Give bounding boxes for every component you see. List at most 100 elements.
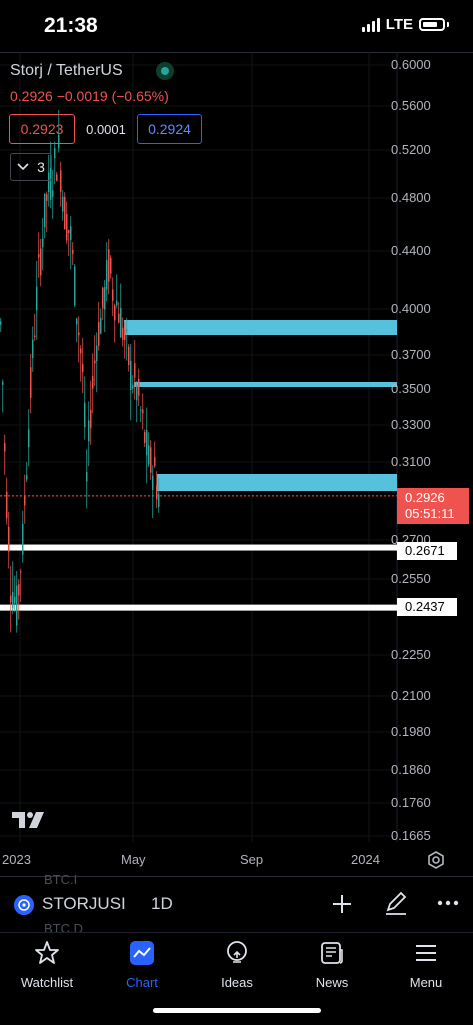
candle-body (122, 327, 124, 340)
candle-body (20, 571, 22, 573)
nav-watchlist[interactable]: Watchlist (0, 940, 94, 990)
nav-ideas[interactable]: Ideas (190, 940, 284, 990)
candle-body (150, 447, 152, 473)
candle-body (30, 367, 32, 398)
more-icon[interactable] (437, 900, 459, 906)
candle-body (52, 190, 54, 197)
candle-body (0, 321, 2, 325)
price-axis-label: 0.2250 (391, 647, 431, 662)
candle-body (126, 329, 128, 333)
gear-icon[interactable] (427, 851, 445, 869)
candle-body (16, 585, 18, 626)
candle-body (70, 226, 72, 241)
candle-body (12, 591, 14, 609)
price-axis-label: 0.2100 (391, 688, 431, 703)
lightbulb-icon (227, 941, 247, 963)
candle-body (84, 402, 86, 428)
candle-body (88, 420, 90, 442)
nav-chart[interactable]: Chart (95, 940, 189, 990)
nav-news[interactable]: News (285, 940, 379, 990)
candle-body (136, 384, 138, 401)
candle-body (128, 346, 130, 366)
symbol-title[interactable]: Storj / TetherUS (10, 62, 123, 79)
candle-body (156, 485, 158, 500)
last-price-change: 0.2926 −0.0019 (−0.65%) (10, 88, 169, 104)
price-axis-label: 0.1860 (391, 762, 431, 777)
status-indicators: LTE (361, 16, 449, 33)
battery-cap (447, 22, 449, 27)
nav-label: Chart (126, 975, 158, 990)
candle-body (118, 313, 120, 323)
price-axis-label: 0.5200 (391, 142, 431, 157)
candle-body (94, 360, 96, 364)
indicators-toggle-button[interactable]: 3 (10, 153, 52, 181)
time-axis-label: May (121, 852, 146, 867)
plus-icon[interactable] (331, 893, 353, 915)
divider (0, 52, 473, 53)
candle-body (148, 445, 150, 465)
symbol-search-button[interactable]: STORJUSI (42, 894, 126, 913)
market-open-indicator-icon (156, 62, 174, 80)
candle-body (32, 339, 34, 359)
bar-countdown: 05:51:11 (405, 506, 455, 521)
interval-button[interactable]: 1D (151, 894, 173, 913)
price-axis-label: 0.4400 (391, 243, 431, 258)
pencil-icon[interactable] (383, 890, 409, 916)
candle-body (144, 432, 146, 443)
candle-body (158, 494, 160, 507)
price-axis-label: 0.5600 (391, 98, 431, 113)
home-indicator (153, 1008, 321, 1013)
candle-body (14, 596, 16, 604)
resistance-zone (134, 382, 397, 387)
candle-body (34, 335, 36, 337)
price-axis-label: 0.3500 (391, 381, 431, 396)
candle-body (50, 168, 52, 200)
candle-body (112, 289, 114, 301)
candle-body (82, 364, 84, 373)
chevron-down-icon (17, 163, 29, 171)
price-axis-label: 0.1980 (391, 724, 431, 739)
nav-menu[interactable]: Menu (379, 940, 473, 990)
network-type: LTE (385, 16, 413, 33)
candle-body (28, 429, 30, 448)
price-axis-label: 0.3700 (391, 347, 431, 362)
support-line (0, 604, 397, 611)
candle-body (54, 148, 56, 159)
candle-body (140, 409, 142, 411)
candle-body (22, 523, 24, 555)
candle-body (86, 472, 88, 482)
candle-body (8, 526, 10, 552)
current-price-value: 0.2926 (405, 490, 445, 505)
candle-body (132, 384, 134, 389)
candle-body (48, 172, 50, 193)
cellular-signal-icon (361, 17, 380, 32)
ghost-symbol: BTC.I (44, 872, 78, 887)
candle-body (46, 194, 48, 201)
candle-body (76, 318, 78, 325)
nav-label: Watchlist (20, 975, 74, 990)
sell-button[interactable]: 0.2923 (9, 114, 75, 144)
buy-button[interactable]: 0.2924 (137, 114, 202, 144)
time-axis-label: 2024 (351, 852, 380, 867)
candle-body (40, 248, 42, 276)
star-icon (35, 941, 59, 964)
candle-body (10, 595, 12, 603)
price-axis-label: 0.2550 (391, 571, 431, 586)
candle-body (56, 174, 58, 181)
candle-body (68, 229, 70, 234)
price-axis-label: 0.1665 (391, 828, 431, 843)
status-time: 21:38 (44, 14, 98, 37)
price-axis-label: 0.3100 (391, 454, 431, 469)
time-axis-label: 2023 (2, 852, 31, 867)
candle-body (142, 409, 144, 414)
support-line (0, 544, 397, 551)
storj-logo-icon (14, 895, 34, 915)
price-chart[interactable] (0, 52, 473, 882)
candle-body (116, 300, 118, 306)
price-axis-label: 0.4800 (391, 190, 431, 205)
candle-body (110, 257, 112, 274)
current-price-tag: 0.2926 05:51:11 (397, 488, 469, 524)
candle-body (120, 308, 122, 338)
candle-body (104, 287, 106, 310)
newspaper-icon (321, 942, 343, 964)
